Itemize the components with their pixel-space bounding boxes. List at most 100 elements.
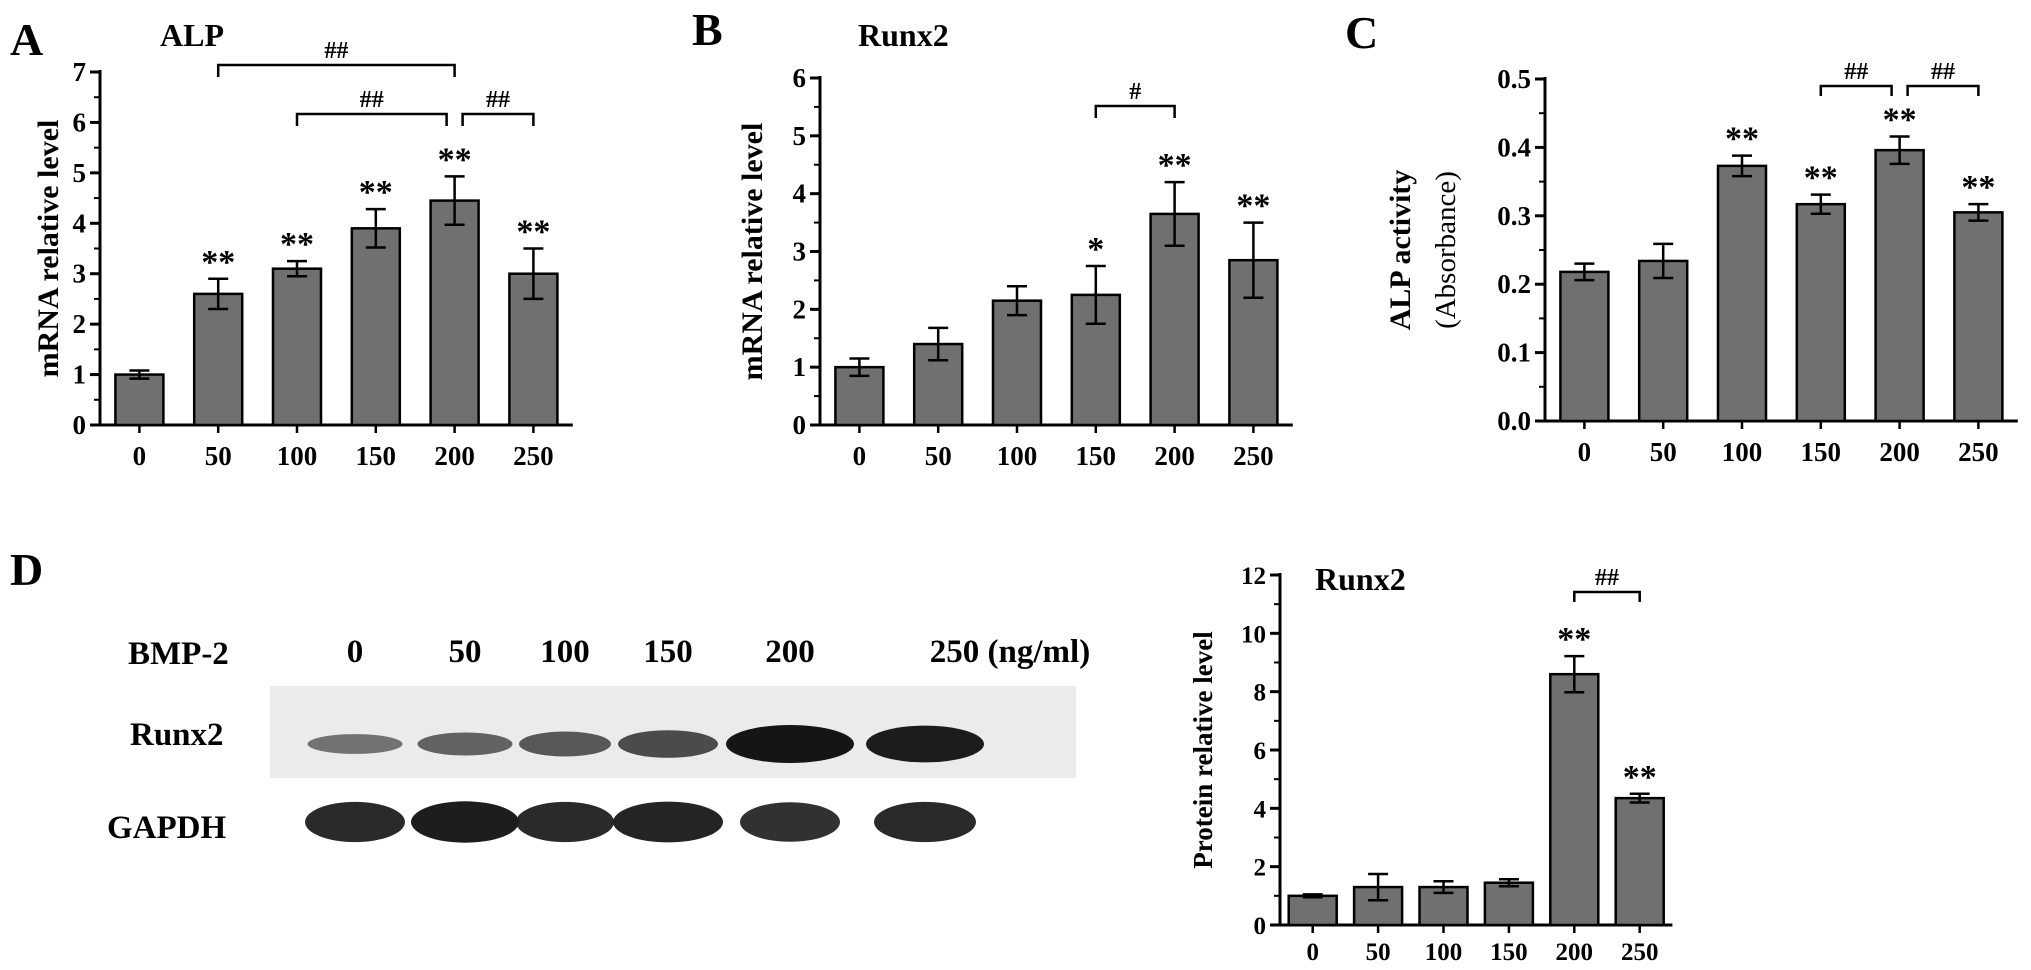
blot-lane-label-5: 250 (ng/ml) [930,634,1090,670]
comparison-bracket-c [1819,84,1893,96]
significance-label-a-200: ** [438,141,472,178]
bar-c-250 [1953,211,2004,423]
comparison-bracket-a [216,63,456,77]
bar-b-100 [991,299,1043,427]
blot-row-label-runx2: Runx2 [130,717,224,753]
bar-c-0 [1559,270,1610,423]
y-tick-label-b: 2 [793,294,807,324]
significance-label-d-200: ** [1557,621,1591,658]
comparison-label-d: ## [1595,565,1619,591]
western-blot: BMP-2 Runx2 GAPDH 0 50 100 150 200 250 (ng/ml… [107,634,1090,846]
comparison-label-c: ## [1931,59,1955,85]
x-tick-label-a-200: 200 [434,441,475,471]
y-tick-label-a: 7 [73,57,87,87]
x-tick-label-c-250: 250 [1958,437,1999,467]
significance-label-a-150: ** [359,174,393,211]
x-tick-label-a-50: 50 [205,441,232,471]
x-tick-label-c-200: 200 [1879,437,1920,467]
y-tick-label-c: 0.2 [1497,269,1531,299]
y-tick-label-b: 3 [793,237,807,267]
comparison-bracket-c [1906,84,1980,96]
blot-band-runx2-0 [307,734,403,754]
blot-lane-label-2: 100 [540,634,590,670]
blot-band-runx2-2 [519,731,611,757]
chart-b-runx2-mrna: 0 1 2 3 4 5 6 0 50 100 150 * 200 ** 250 ** # Runx2 mRNA re… [736,17,1293,471]
blot-lane-label-4: 200 [765,634,815,670]
y-tick-label-c: 0.3 [1497,201,1531,231]
comparison-label-a: ## [360,87,384,113]
y-tick-label-b: 5 [793,121,807,151]
bar-a-100 [271,267,323,427]
bar-a-200 [429,199,480,427]
y-axis-label-d: Protein relative level [1188,631,1218,869]
chart-d-runx2-protein: 0 2 4 6 8 10 12 0 50 100 150 200 ** 250 ** ## Runx2 Prote… [1188,561,1673,966]
significance-label-c-200: ** [1883,101,1917,138]
y-tick-label-c: 0.1 [1497,338,1531,368]
blot-lane-label-3: 150 [643,634,693,670]
comparison-bracket-d [1573,590,1641,602]
x-tick-label-d-250: 250 [1621,939,1659,966]
bar-a-150 [350,227,402,427]
panel-letter-d: D [10,544,43,595]
y-tick-label-c: 0.0 [1497,406,1531,436]
x-tick-label-b-50: 50 [925,441,952,471]
y-tick-label-c: 0.5 [1497,64,1531,94]
x-tick-label-b-100: 100 [997,441,1038,471]
significance-label-b-200: ** [1158,147,1192,184]
significance-label-a-50: ** [201,244,235,281]
x-tick-label-a-0: 0 [133,441,147,471]
blot-band-runx2-3 [618,730,718,758]
y-tick-label-a: 4 [73,208,87,238]
blot-band-runx2-1 [417,732,513,756]
comparison-label-a: ## [486,87,510,113]
y-tick-label-a: 5 [73,158,87,188]
blot-band-gapdh-1 [411,801,519,843]
blot-band-gapdh-5 [874,801,976,843]
y-tick-label-d: 12 [1241,563,1266,590]
y-tick-label-d: 4 [1254,796,1267,823]
y-axis-label-b: mRNA relative level [736,123,769,381]
x-tick-label-a-150: 150 [356,441,397,471]
x-tick-label-c-100: 100 [1722,437,1763,467]
comparison-label-c: ## [1844,59,1868,85]
significance-label-c-250: ** [1961,169,1995,206]
x-tick-label-b-150: 150 [1076,441,1117,471]
x-tick-label-d-150: 150 [1490,939,1528,966]
panel-letter-c: C [1345,7,1378,58]
bar-c-200 [1874,148,1925,423]
y-axis-sublabel-c: (Absorbance) [1430,171,1462,329]
blot-header-label: BMP-2 [128,636,229,672]
x-tick-label-c-50: 50 [1650,437,1677,467]
y-tick-label-a: 0 [73,410,87,440]
bar-a-50 [192,292,244,427]
x-tick-label-d-200: 200 [1556,939,1594,966]
x-tick-label-a-250: 250 [513,441,554,471]
bar-c-50 [1637,259,1689,423]
bar-d-150 [1483,881,1535,927]
x-tick-label-d-50: 50 [1366,939,1391,966]
blot-lanes: 0 50 100 150 200 250 (ng/ml) [305,634,1090,843]
y-tick-label-d: 8 [1254,680,1267,707]
y-tick-label-a: 2 [73,309,87,339]
significance-label-c-100: ** [1725,121,1759,158]
x-tick-label-d-100: 100 [1425,939,1463,966]
significance-label-a-100: ** [280,226,314,263]
comparison-bracket-a [461,112,535,126]
x-tick-label-c-0: 0 [1578,437,1592,467]
significance-label-c-150: ** [1804,160,1838,197]
panel-letter-a: A [10,14,43,65]
y-tick-label-d: 6 [1254,738,1267,765]
y-tick-label-d: 2 [1254,855,1267,882]
y-axis-label-a: mRNA relative level [32,120,65,378]
x-tick-label-c-150: 150 [1801,437,1842,467]
blot-band-runx2-4 [726,725,854,763]
bar-d-200 [1549,672,1600,927]
blot-band-gapdh-2 [516,801,614,843]
bar-a-0 [114,373,165,427]
x-tick-label-b-250: 250 [1233,441,1274,471]
comparison-bracket-b [1094,104,1176,118]
blot-lane-label-1: 50 [449,634,482,670]
comparison-label-b: # [1129,79,1141,105]
y-axis-label-c: ALP activity [1384,170,1417,331]
significance-label-d-250: ** [1623,759,1657,796]
